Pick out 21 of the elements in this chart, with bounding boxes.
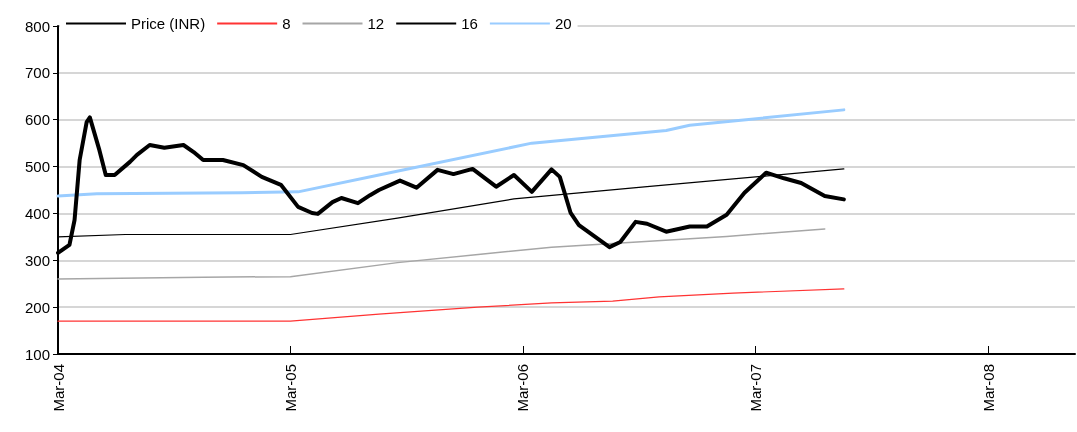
y-tick-label: 400 xyxy=(24,204,50,222)
legend-label: 16 xyxy=(461,15,478,32)
y-tick-label: 200 xyxy=(24,298,50,316)
x-tick-label: Mar-06 xyxy=(514,364,532,412)
legend-label: Price (INR) xyxy=(131,15,206,32)
y-tick-label: 500 xyxy=(24,158,50,176)
y-tick-label: 300 xyxy=(24,251,50,269)
line-series xyxy=(57,228,826,280)
y-tick-label: 700 xyxy=(24,64,50,82)
y-tick-label: 100 xyxy=(24,345,50,363)
legend-label: 12 xyxy=(367,15,385,32)
x-tick-label: Mar-04 xyxy=(49,364,67,412)
y-tick-label: 800 xyxy=(24,17,50,35)
line-series xyxy=(56,108,846,198)
legend-label: 20 xyxy=(554,15,572,32)
legend-label: 8 xyxy=(282,15,291,32)
x-tick-label: Mar-07 xyxy=(746,364,764,412)
x-tick-label: Mar-05 xyxy=(281,364,299,412)
x-tick-label: Mar-08 xyxy=(979,364,997,412)
line-series xyxy=(57,288,845,322)
y-tick-label: 600 xyxy=(24,111,50,129)
